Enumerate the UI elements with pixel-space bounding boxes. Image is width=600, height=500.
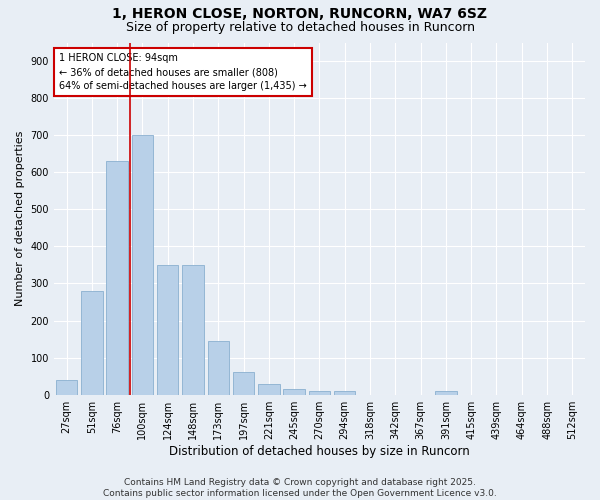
Bar <box>131 135 153 394</box>
Text: Contains HM Land Registry data © Crown copyright and database right 2025.
Contai: Contains HM Land Registry data © Crown c… <box>103 478 497 498</box>
Bar <box>157 265 178 394</box>
Bar <box>182 265 204 394</box>
Bar <box>258 384 280 394</box>
Bar <box>435 391 457 394</box>
Bar <box>56 380 77 394</box>
Text: 1, HERON CLOSE, NORTON, RUNCORN, WA7 6SZ: 1, HERON CLOSE, NORTON, RUNCORN, WA7 6SZ <box>113 8 487 22</box>
Text: 1 HERON CLOSE: 94sqm
← 36% of detached houses are smaller (808)
64% of semi-deta: 1 HERON CLOSE: 94sqm ← 36% of detached h… <box>59 53 307 91</box>
Bar <box>283 389 305 394</box>
Bar <box>233 372 254 394</box>
Bar <box>81 291 103 395</box>
Bar <box>106 161 128 394</box>
Bar <box>309 391 330 394</box>
X-axis label: Distribution of detached houses by size in Runcorn: Distribution of detached houses by size … <box>169 444 470 458</box>
Bar <box>334 391 355 394</box>
Bar <box>208 341 229 394</box>
Y-axis label: Number of detached properties: Number of detached properties <box>15 131 25 306</box>
Text: Size of property relative to detached houses in Runcorn: Size of property relative to detached ho… <box>125 21 475 34</box>
